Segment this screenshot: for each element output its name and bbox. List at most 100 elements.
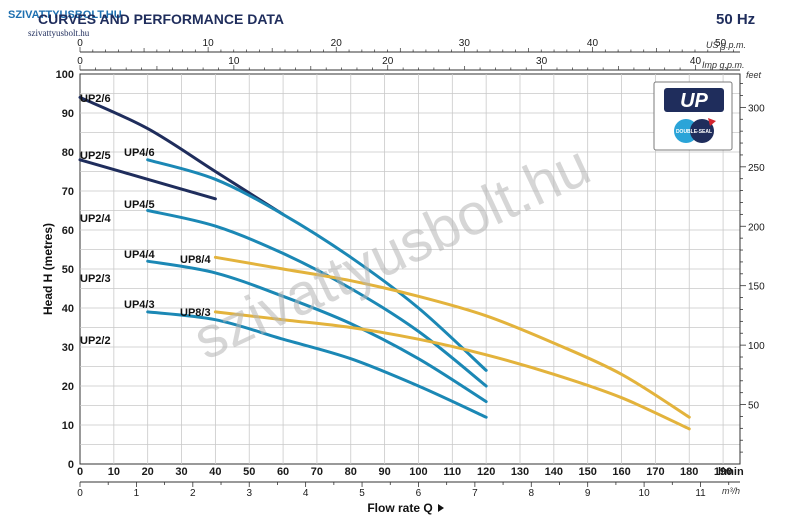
m3h-tick-label: 1 xyxy=(134,488,140,499)
x-tick-label: 20 xyxy=(142,466,154,478)
us-gpm-tick-label: 10 xyxy=(203,38,215,49)
imp-gpm-tick-label: 30 xyxy=(536,56,548,67)
x-tick-label: 120 xyxy=(477,466,495,478)
m3h-tick-label: 10 xyxy=(639,488,651,499)
curve-up4-4 xyxy=(146,259,488,404)
feet-unit-label: feet xyxy=(746,70,762,80)
feet-tick-label: 200 xyxy=(748,222,765,233)
us-gpm-label: US g.p.m. xyxy=(706,40,746,50)
label-up2-4: UP2/4 xyxy=(80,213,111,225)
label-up2-3: UP2/3 xyxy=(80,273,111,285)
x-axis-title-group: Flow rate Q xyxy=(367,501,444,515)
imp-gpm-label: Imp g.p.m. xyxy=(702,60,745,70)
feet-axis: 50 100 150 200 250 300 xyxy=(739,74,765,464)
logo-badge-text: DOUBLE-SEAL xyxy=(676,129,712,135)
curve-up4-3 xyxy=(146,310,488,419)
frequency-label: 50 Hz xyxy=(716,11,755,28)
y-tick-label: 100 xyxy=(56,69,74,81)
us-gpm-tick-label: 30 xyxy=(459,38,471,49)
top-axes: 0 10 20 30 40 50 0 10 20 30 40 xyxy=(77,38,740,71)
x-tick-label: 30 xyxy=(175,466,187,478)
x-tick-label: 10 xyxy=(108,466,120,478)
series-group xyxy=(78,95,691,431)
y-tick-label: 60 xyxy=(62,225,74,237)
x-tick-label: 140 xyxy=(545,466,563,478)
feet-tick-label: 300 xyxy=(748,103,765,114)
us-gpm-tick-label: 20 xyxy=(331,38,343,49)
y-axis-title: Head H (metres) xyxy=(41,223,55,315)
us-gpm-tick-label: 0 xyxy=(77,38,83,49)
up-logo: UP DOUBLE-SEAL xyxy=(653,81,733,151)
m3h-unit-label: m³/h xyxy=(722,486,740,496)
label-up4-3: UP4/3 xyxy=(124,299,155,311)
m3h-tick-label: 3 xyxy=(246,488,252,499)
label-up2-2: UP2/2 xyxy=(80,335,111,347)
top-watermark-text: SZIVATTYUSBOLT.HU xyxy=(8,9,122,21)
x-tick-label: 190 xyxy=(714,466,732,478)
m3h-tick-label: 0 xyxy=(77,488,83,499)
chart-title: CURVES AND PERFORMANCE DATA xyxy=(38,11,284,27)
series-labels: UP2/6 UP2/5 UP2/4 UP2/3 UP2/2 UP4/6 UP4/5 UP4/4… xyxy=(80,93,211,347)
curve-up8-4 xyxy=(213,255,691,419)
imp-gpm-tick-label: 20 xyxy=(382,56,394,67)
x-tick-label: 90 xyxy=(378,466,390,478)
label-up4-5: UP4/5 xyxy=(124,199,155,211)
label-up2-6: UP2/6 xyxy=(80,93,111,105)
m3h-tick-label: 2 xyxy=(190,488,196,499)
x-tick-label: 40 xyxy=(209,466,221,478)
imp-gpm-tick-label: 0 xyxy=(77,56,83,67)
y-tick-label: 0 xyxy=(68,459,74,471)
imp-gpm-tick-label: 40 xyxy=(690,56,702,67)
x-tick-label: 60 xyxy=(277,466,289,478)
x-axis: 0 10 20 30 40 50 60 70 80 90 100 110 120 130 140 150 160… xyxy=(77,466,732,478)
m3h-tick-label: 8 xyxy=(529,488,535,499)
curve-up4-6 xyxy=(146,158,488,372)
x-axis-title: Flow rate Q xyxy=(367,501,432,515)
m3h-tick-label: 4 xyxy=(303,488,309,499)
y-tick-label: 10 xyxy=(62,420,74,432)
imp-gpm-tick-label: 10 xyxy=(228,56,240,67)
feet-tick-label: 50 xyxy=(748,401,760,412)
arrow-right-icon xyxy=(438,504,444,512)
y-tick-label: 20 xyxy=(62,381,74,393)
x-tick-label: 100 xyxy=(409,466,427,478)
y-tick-label: 30 xyxy=(62,342,74,354)
label-up2-5: UP2/5 xyxy=(80,150,111,162)
m3h-tick-label: 6 xyxy=(416,488,422,499)
feet-tick-label: 250 xyxy=(748,163,765,174)
y-axis: 0 10 20 30 40 50 60 70 80 90 100 xyxy=(56,69,74,471)
x-tick-label: 0 xyxy=(77,466,83,478)
label-up8-3: UP8/3 xyxy=(180,307,211,319)
m3h-axis: 0 1 2 3 4 5 6 7 8 9 10 11 xyxy=(77,481,740,499)
x-unit-label: l/min xyxy=(718,466,744,478)
m3h-tick-label: 7 xyxy=(472,488,478,499)
y-tick-label: 80 xyxy=(62,147,74,159)
feet-tick-label: 100 xyxy=(748,341,765,352)
m3h-tick-label: 5 xyxy=(359,488,365,499)
x-tick-label: 80 xyxy=(345,466,357,478)
m3h-tick-label: 9 xyxy=(585,488,591,499)
us-gpm-tick-label: 40 xyxy=(587,38,599,49)
feet-tick-label: 150 xyxy=(748,282,765,293)
x-tick-label: 110 xyxy=(443,466,461,478)
y-tick-label: 90 xyxy=(62,108,74,120)
label-up4-6: UP4/6 xyxy=(124,147,155,159)
x-tick-label: 130 xyxy=(511,466,529,478)
us-gpm-tick-label: 50 xyxy=(715,38,727,49)
curve-up8-3 xyxy=(213,310,691,431)
x-tick-label: 50 xyxy=(243,466,255,478)
x-tick-label: 170 xyxy=(646,466,664,478)
label-up4-4: UP4/4 xyxy=(124,249,155,261)
site-small-text: szivattyusbolt.hu xyxy=(28,28,90,38)
m3h-tick-label: 11 xyxy=(695,488,706,499)
y-tick-label: 70 xyxy=(62,186,74,198)
logo-brand-text: UP xyxy=(680,90,708,112)
curve-up2-5 xyxy=(78,158,217,201)
x-tick-label: 150 xyxy=(579,466,597,478)
x-tick-label: 70 xyxy=(311,466,323,478)
y-tick-label: 40 xyxy=(62,303,74,315)
x-tick-label: 180 xyxy=(680,466,698,478)
y-tick-label: 50 xyxy=(62,264,74,276)
x-tick-label: 160 xyxy=(612,466,630,478)
